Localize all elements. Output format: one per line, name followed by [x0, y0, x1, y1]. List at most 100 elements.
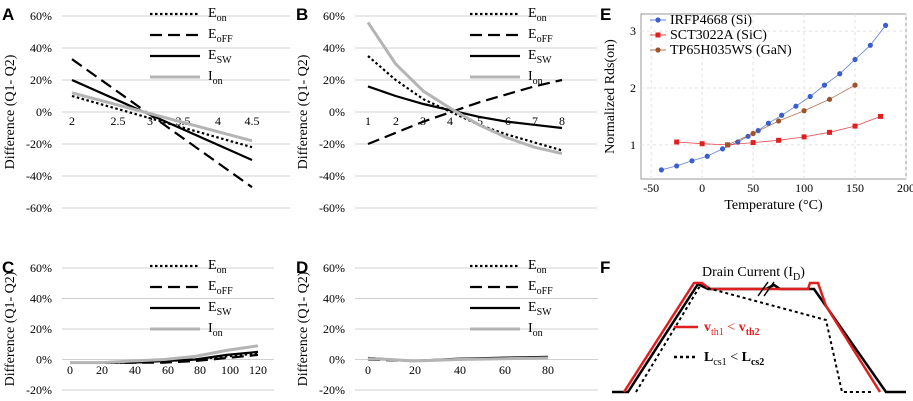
x-tick-label: 3 [147, 114, 153, 128]
legend-label: vth1 < vth2 [704, 320, 760, 338]
y-tick-label: 0% [329, 353, 345, 367]
panel-f: Drain Current (ID) vth1 < vth2 Lcs1 < Lcs2… [600, 258, 906, 394]
panel-letter: F [600, 258, 610, 277]
y-tick-label: -20% [319, 137, 345, 151]
panel-c: 60% 40% 20% 0% -20% 0 20 40 60 80 100 120 Difference… [2, 258, 274, 397]
data-point [852, 82, 858, 88]
x-tick-label: 2.5 [111, 114, 126, 128]
x-tick-label: 80 [194, 363, 206, 377]
legend-label: Eon [208, 258, 227, 276]
x-tick-label: 4 [447, 114, 453, 128]
data-point [878, 113, 884, 119]
x-tick-label: 7 [532, 114, 538, 128]
x-tick-label: 40 [454, 363, 466, 377]
x-tick-label: 8 [559, 114, 565, 128]
data-point [779, 112, 785, 118]
legend-label: IRFP4668 (Si) [670, 13, 752, 28]
y-axis-label: Difference (Q1- Q2) [296, 271, 311, 386]
y-tick-label: 60% [323, 261, 345, 275]
x-tick-label: 60 [162, 363, 174, 377]
y-tick-label: 20% [30, 322, 52, 336]
legend-label: Ion [528, 69, 543, 87]
panel-letter: B [296, 5, 308, 24]
x-tick-label: 100 [795, 181, 813, 195]
data-point [765, 120, 772, 126]
data-point [725, 142, 731, 148]
legend-label: EoFF [528, 279, 553, 297]
data-point [750, 140, 756, 146]
series-line-ion [70, 344, 259, 365]
y-tick-label: 20% [323, 322, 345, 336]
data-point [837, 71, 843, 77]
panel-letter: E [600, 5, 611, 24]
legend-label: Eon [528, 6, 547, 24]
series-line-eoff [367, 78, 563, 146]
x-tick-label: 0 [67, 363, 73, 377]
y-tick-label: 40% [323, 292, 345, 306]
legend-marker [655, 17, 661, 23]
data-point [776, 137, 782, 143]
legend-label: Ion [208, 321, 223, 339]
y-tick-label: 20% [323, 73, 345, 87]
y-tick-label: 40% [30, 41, 52, 55]
legend-label: Eon [208, 6, 227, 24]
panel-b: 60%40%20%0%-20%-40%-60%1 2 3 4 5 6 7 8Differenc… [296, 5, 597, 215]
panel-letter: A [2, 5, 14, 24]
data-point [826, 96, 833, 102]
x-tick-label: 120 [249, 363, 267, 377]
data-point [867, 42, 873, 48]
y-tick-label: -60% [26, 201, 52, 215]
x-tick-label: 100 [221, 363, 239, 377]
legend-label: Ion [208, 69, 223, 87]
series-line-esw [367, 85, 563, 130]
y-tick-label: 3 [630, 24, 636, 38]
y-tick-label: 0% [36, 353, 52, 367]
legend-label: ESW [208, 48, 232, 66]
series-line-ion [366, 21, 563, 156]
legend-label: TP65H035WS (GaN) [670, 43, 792, 58]
x-tick-label: 1 [365, 114, 371, 128]
legend-marker [655, 47, 661, 53]
y-tick-label: -20% [26, 383, 52, 397]
plot-frame [640, 13, 907, 180]
y-axis-label: Difference (Q1- Q2) [3, 54, 18, 169]
x-tick-label: 200 [897, 181, 913, 195]
legend-label: EoFF [208, 279, 233, 297]
x-tick-label: 20 [96, 363, 108, 377]
legend-marker [655, 32, 661, 38]
y-tick-label: 40% [30, 292, 52, 306]
y-tick-label: 1 [630, 138, 636, 152]
data-point [821, 82, 828, 88]
data-point [852, 123, 858, 129]
y-tick-label: 2 [630, 81, 636, 95]
legend-label: ESW [208, 300, 232, 318]
data-point [883, 22, 889, 28]
data-point [674, 163, 680, 169]
data-point [827, 129, 833, 135]
x-tick-label: 150 [846, 181, 864, 195]
y-tick-label: 20% [30, 73, 52, 87]
x-tick-label: 2 [393, 114, 399, 128]
legend-label: Ion [528, 321, 543, 339]
y-tick-label: -40% [26, 169, 52, 183]
panel-letter: D [296, 258, 308, 277]
legend-label: EoFF [528, 27, 553, 45]
x-tick-label: 4.5 [245, 114, 260, 128]
legend-label: ESW [528, 48, 552, 66]
series-line-eoff [71, 58, 253, 189]
y-axis-label: Difference (Q1- Q2) [3, 271, 18, 386]
waveform-dotted [635, 284, 872, 393]
series-line-eon [367, 55, 563, 152]
x-tick-label: 80 [542, 363, 554, 377]
series-line-ion [367, 356, 549, 363]
x-tick-label: 4 [215, 114, 221, 128]
data-point [793, 103, 799, 109]
data-point [704, 153, 710, 159]
y-tick-label: 60% [30, 261, 52, 275]
data-point [674, 139, 680, 145]
y-tick-label: -20% [319, 383, 345, 397]
series-line-esw [71, 78, 253, 162]
x-axis-label: Temperature (°C) [724, 198, 823, 213]
y-tick-label: 40% [323, 41, 345, 55]
legend-label: EoFF [208, 27, 233, 45]
